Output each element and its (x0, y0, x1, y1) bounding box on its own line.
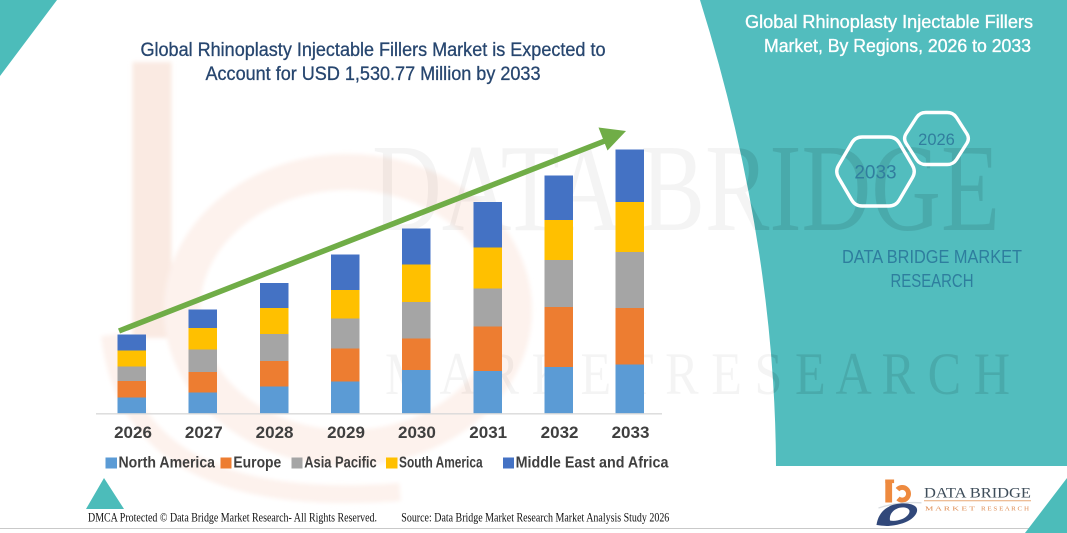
svg-text:Market, By Regions, 2026 to 20: Market, By Regions, 2026 to 2033 (764, 36, 1031, 56)
svg-text:2033: 2033 (854, 163, 896, 184)
svg-text:2030: 2030 (398, 423, 436, 442)
svg-text:2028: 2028 (256, 423, 294, 442)
svg-text:North America: North America (119, 455, 216, 472)
svg-text:South America: South America (399, 455, 483, 472)
svg-text:DMCA Protected © Data Bridge M: DMCA Protected © Data Bridge Market Rese… (88, 510, 377, 525)
svg-text:Account for USD 1,530.77 Milli: Account for USD 1,530.77 Million by 2033 (206, 64, 541, 85)
svg-text:2033: 2033 (612, 423, 650, 442)
svg-text:DATA BRIDGE: DATA BRIDGE (924, 486, 1031, 502)
svg-text:Source: Data Bridge Market Res: Source: Data Bridge Market Research Mark… (401, 510, 669, 525)
svg-text:2026: 2026 (114, 423, 152, 442)
svg-text:M A R K E T: M A R K E T (925, 506, 975, 513)
svg-text:2026: 2026 (918, 131, 955, 149)
svg-text:2032: 2032 (541, 423, 579, 442)
svg-text:Asia Pacific: Asia Pacific (304, 455, 377, 472)
svg-text:Global Rhinoplasty Injectable: Global Rhinoplasty Injectable Fillers Ma… (141, 40, 606, 61)
svg-text:R E S E A R C H: R E S E A R C H (981, 506, 1029, 513)
svg-text:2031: 2031 (469, 423, 507, 442)
svg-text:2027: 2027 (185, 423, 223, 442)
svg-text:Europe: Europe (233, 455, 281, 472)
svg-text:DATA BRIDGE MARKET: DATA BRIDGE MARKET (842, 246, 1022, 267)
svg-text:Global Rhinoplasty Injectable: Global Rhinoplasty Injectable Fillers (745, 12, 1033, 32)
svg-text:Middle East and Africa: Middle East and Africa (516, 455, 669, 472)
svg-text:2029: 2029 (327, 423, 365, 442)
svg-text:RESEARCH: RESEARCH (891, 270, 974, 291)
